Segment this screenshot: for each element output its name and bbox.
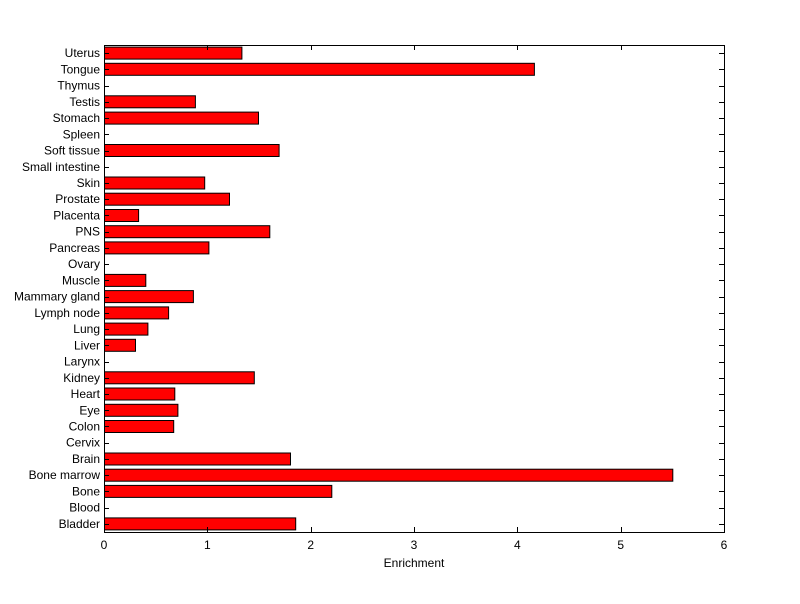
bar-skin: [104, 176, 206, 190]
bar-stomach: [104, 111, 259, 125]
category-label-prostate: Prostate: [55, 192, 100, 206]
bar-kidney: [104, 371, 255, 385]
x-tick-label-1: 1: [204, 538, 211, 552]
category-label-testis: Testis: [69, 95, 100, 109]
bar-liver: [104, 338, 136, 352]
category-label-stomach: Stomach: [53, 111, 100, 125]
category-label-ovary: Ovary: [68, 257, 100, 271]
bar-mammary-gland: [104, 290, 194, 304]
category-label-liver: Liver: [74, 338, 100, 352]
category-label-lung: Lung: [73, 322, 100, 336]
bar-eye: [104, 403, 179, 417]
category-label-pancreas: Pancreas: [49, 241, 100, 255]
ticks-layer: [104, 45, 725, 532]
category-label-soft-tissue: Soft tissue: [44, 144, 100, 158]
bar-testis: [104, 95, 196, 109]
category-label-placenta: Placenta: [53, 208, 100, 222]
category-label-eye: Eye: [79, 403, 100, 417]
x-tick-label-4: 4: [514, 538, 521, 552]
category-label-bone: Bone: [72, 484, 100, 498]
bar-muscle: [104, 273, 147, 287]
category-label-bone-marrow: Bone marrow: [29, 468, 101, 482]
category-label-larynx: Larynx: [64, 355, 100, 369]
category-label-skin: Skin: [77, 176, 100, 190]
category-label-small-intestine: Small intestine: [22, 160, 100, 174]
category-label-kidney: Kidney: [63, 371, 100, 385]
bar-prostate: [104, 192, 230, 206]
x-axis-label: Enrichment: [384, 556, 445, 570]
category-label-heart: Heart: [71, 387, 101, 401]
bar-heart: [104, 387, 176, 401]
bar-placenta: [104, 209, 140, 222]
category-labels: Uterus Tongue Thymus Testis Stomach Spleen Sof…: [14, 46, 101, 531]
category-label-muscle: Muscle: [62, 273, 100, 287]
bar-bone-marrow: [104, 468, 674, 482]
category-label-thymus: Thymus: [57, 79, 100, 93]
category-label-cervix: Cervix: [66, 436, 100, 450]
bar-tongue: [104, 62, 535, 76]
bars-layer: [104, 46, 674, 531]
category-label-pns: PNS: [75, 225, 100, 239]
category-label-uterus: Uterus: [65, 46, 100, 60]
x-tick-label-6: 6: [721, 538, 728, 552]
bar-colon: [104, 420, 175, 433]
bar-bladder: [104, 517, 297, 531]
bar-brain: [104, 452, 291, 466]
x-tick-label-0: 0: [101, 538, 108, 552]
bar-lung: [104, 322, 149, 336]
bar-pancreas: [104, 241, 210, 255]
x-tick-label-5: 5: [617, 538, 624, 552]
category-label-brain: Brain: [72, 452, 100, 466]
bar-soft-tissue: [104, 144, 280, 157]
category-label-colon: Colon: [69, 419, 100, 433]
bar-lymph-node: [104, 306, 170, 320]
category-label-mammary-gland: Mammary gland: [14, 290, 100, 304]
x-tick-label-2: 2: [307, 538, 314, 552]
category-label-spleen: Spleen: [63, 127, 100, 141]
category-label-tongue: Tongue: [61, 62, 101, 76]
category-label-lymph-node: Lymph node: [34, 306, 100, 320]
bar-uterus: [104, 46, 243, 60]
category-label-blood: Blood: [69, 501, 100, 515]
bar-pns: [104, 225, 271, 239]
x-tick-labels: 0 1 2 3 4 5 6: [101, 538, 728, 552]
bar-bone: [104, 484, 333, 498]
category-label-bladder: Bladder: [59, 517, 100, 531]
x-tick-label-3: 3: [411, 538, 418, 552]
